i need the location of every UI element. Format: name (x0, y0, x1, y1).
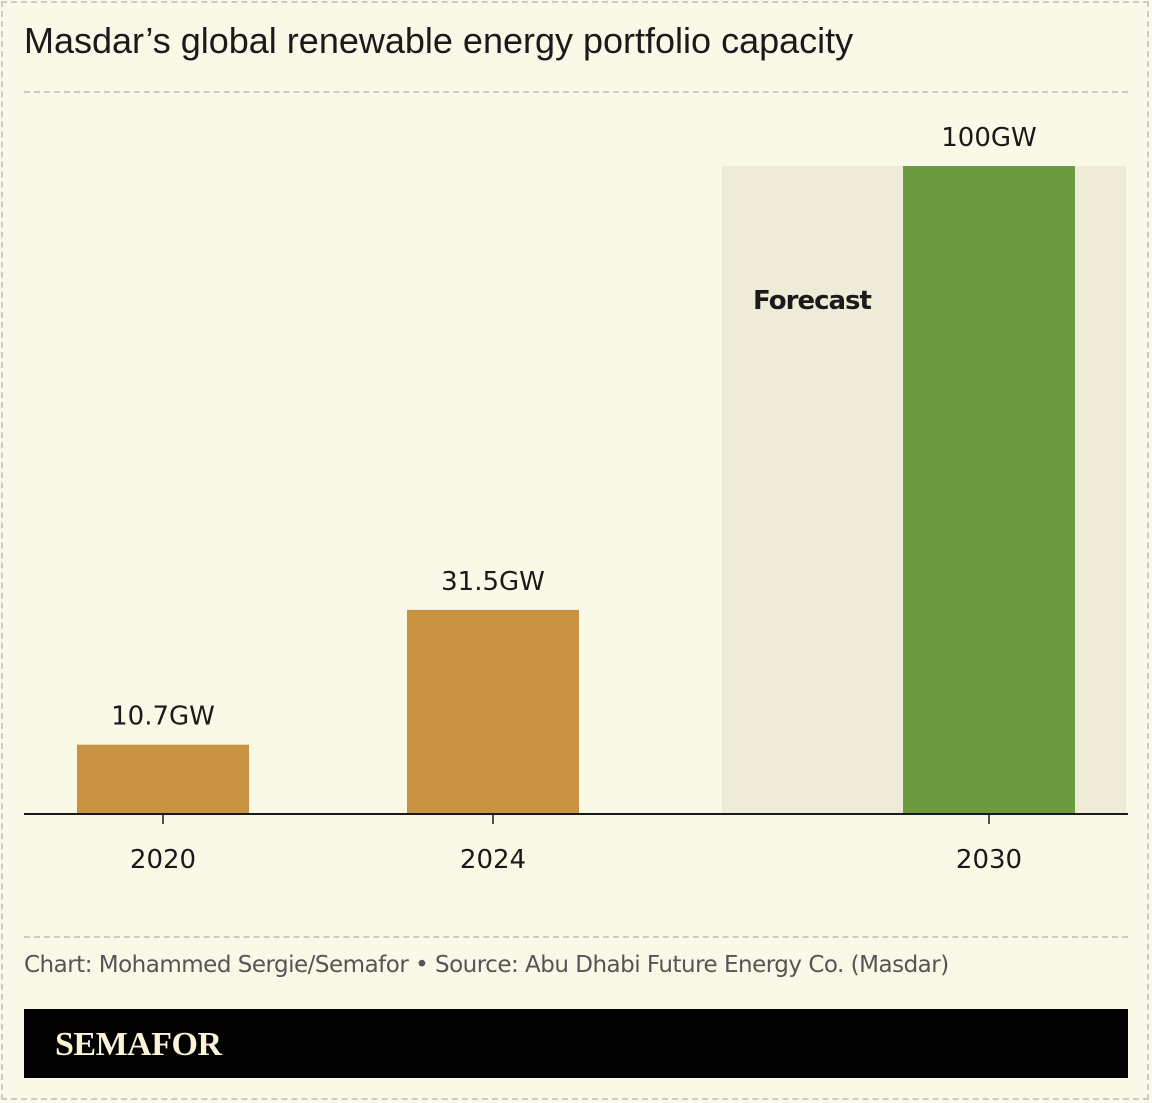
data-label-2030: 100GW (941, 123, 1036, 153)
data-label-2020: 10.7GW (111, 702, 215, 732)
x-tick-label-2030: 2030 (956, 845, 1022, 875)
brand-bar: SEMAFOR (24, 1009, 1128, 1078)
chart-title: Masdar’s global renewable energy portfol… (24, 20, 854, 61)
x-tick-label-2020: 2020 (130, 845, 196, 875)
x-tick-label-2024: 2024 (460, 845, 526, 875)
bar-2024 (407, 609, 579, 814)
bar-2030 (903, 166, 1075, 814)
semafor-logo: SEMAFOR (55, 1026, 222, 1063)
bar-2020 (77, 744, 249, 814)
footer-divider (24, 936, 1128, 938)
forecast-label: Forecast (753, 286, 871, 316)
title-divider (24, 91, 1128, 93)
source-note: Chart: Mohammed Sergie/Semafor • Source:… (24, 952, 949, 978)
data-label-2024: 31.5GW (441, 567, 545, 597)
